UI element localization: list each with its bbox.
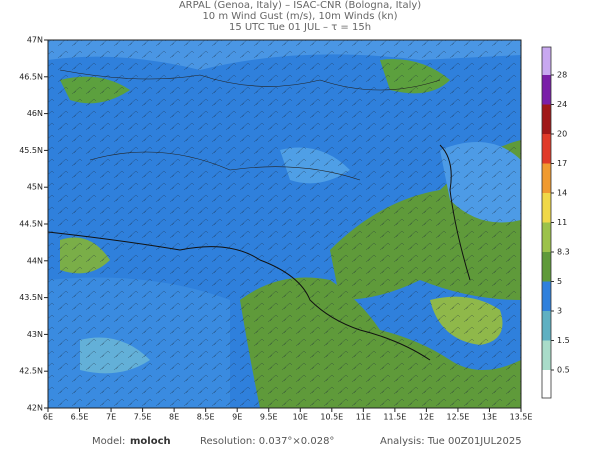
colorbar-segment bbox=[542, 252, 551, 282]
lon-label: 11E bbox=[356, 413, 371, 422]
colorbar-segment bbox=[542, 370, 551, 398]
colorbar-segment bbox=[542, 340, 551, 370]
lon-label: 9.5E bbox=[260, 413, 278, 422]
lon-label: 13E bbox=[482, 413, 497, 422]
colorbar-label: 11 bbox=[557, 218, 567, 227]
lon-label: 11.5E bbox=[383, 413, 406, 422]
header-line: 15 UTC Tue 01 JUL – τ = 15h bbox=[229, 22, 371, 33]
lat-label: 44.5N bbox=[19, 220, 43, 229]
colorbar-segment bbox=[542, 134, 551, 164]
colorbar-label: 0.5 bbox=[557, 366, 570, 375]
lat-label: 43.5N bbox=[19, 293, 43, 302]
lat-label: 46.5N bbox=[19, 72, 43, 81]
lat-label: 44N bbox=[27, 256, 43, 265]
lon-label: 12.5E bbox=[446, 413, 469, 422]
map-ticks: 6E 6.5E 7E 7.5E 8E 8.5E 9E 9.5E 10E 10.5E 11E 11.5E… bbox=[19, 36, 532, 422]
map-field bbox=[48, 40, 521, 408]
lon-label: 9E bbox=[232, 413, 242, 422]
lon-label: 7.5E bbox=[134, 413, 152, 422]
lon-label: 6E bbox=[43, 413, 53, 422]
footer-model-label: Model: bbox=[92, 436, 125, 447]
lon-label: 10E bbox=[293, 413, 308, 422]
colorbar-segment bbox=[542, 104, 551, 134]
colorbar-label: 28 bbox=[557, 71, 567, 80]
header-line: ARPAL (Genoa, Italy) – ISAC-CNR (Bologna… bbox=[179, 0, 421, 11]
colorbar-label: 17 bbox=[557, 159, 567, 168]
colorbar-label: 5 bbox=[557, 277, 562, 286]
lon-label: 7E bbox=[106, 413, 116, 422]
colorbar-label: 20 bbox=[557, 130, 567, 139]
lon-label: 12E bbox=[419, 413, 434, 422]
colorbar-label: 1.5 bbox=[557, 336, 570, 345]
lon-label: 13.5E bbox=[510, 413, 533, 422]
lat-label: 46N bbox=[27, 109, 43, 118]
colorbar-label: 24 bbox=[557, 100, 567, 109]
colorbar-segment bbox=[542, 311, 551, 341]
colorbar-segment bbox=[542, 193, 551, 223]
colorbar-label: 8.3 bbox=[557, 248, 570, 257]
lon-label: 8E bbox=[169, 413, 179, 422]
lat-label: 42N bbox=[27, 404, 43, 413]
colorbar-segment bbox=[542, 75, 551, 105]
lat-label: 42.5N bbox=[19, 367, 43, 376]
colorbar-label: 14 bbox=[557, 189, 567, 198]
colorbar-segment bbox=[542, 281, 551, 311]
colorbar: 0.5 1.5 3 5 8.3 11 14 17 20 24 28 bbox=[541, 46, 570, 399]
header-line: 10 m Wind Gust (m/s), 10m Winds (kn) bbox=[202, 11, 397, 22]
footer-model: moloch bbox=[130, 436, 171, 447]
colorbar-segment bbox=[542, 163, 551, 193]
lat-label: 43N bbox=[27, 330, 43, 339]
footer-analysis: Analysis: Tue 00Z01JUL2025 bbox=[380, 436, 522, 447]
lon-label: 6.5E bbox=[71, 413, 89, 422]
lat-label: 47N bbox=[27, 36, 43, 45]
colorbar-segment bbox=[542, 47, 551, 75]
lat-label: 45.5N bbox=[19, 146, 43, 155]
lon-label: 10.5E bbox=[320, 413, 343, 422]
colorbar-label: 3 bbox=[557, 307, 562, 316]
footer-resolution: Resolution: 0.037°×0.028° bbox=[200, 436, 334, 447]
lon-label: 8.5E bbox=[197, 413, 215, 422]
lat-label: 45N bbox=[27, 183, 43, 192]
colorbar-segment bbox=[542, 222, 551, 252]
